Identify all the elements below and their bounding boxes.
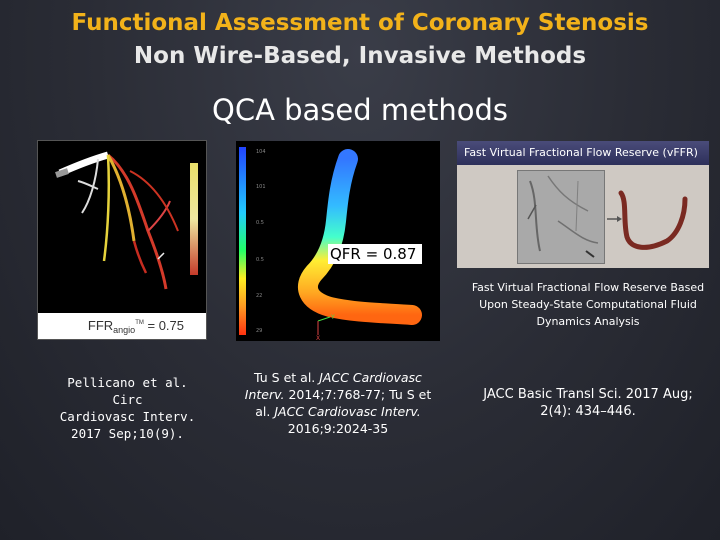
qfr-scale-tick: 104	[256, 149, 266, 155]
vffr-caption-line: Dynamics Analysis	[536, 315, 640, 328]
ffrangio-caption-bar: FFRangioTM = 0.75	[38, 313, 206, 339]
qfr-vessel-render: 104 101 0.5 0.5 22 29 X Y	[239, 147, 422, 342]
qfr-value-label: QFR = 0.87	[328, 244, 423, 264]
reference-line: 2017 Sep;10(9).	[71, 426, 184, 441]
qfr-scale-tick: 0.5	[256, 220, 264, 226]
qfr-image: 104 101 0.5 0.5 22 29 X Y	[236, 141, 440, 342]
qfr-scale-tick: 0.5	[256, 257, 264, 263]
qfr-scale-tick: 101	[256, 184, 266, 190]
vffr-caption-line: Upon Steady-State Computational Fluid	[479, 298, 697, 311]
slide-title: Functional Assessment of Coronary Stenos…	[71, 10, 649, 36]
vffr-vessel-model	[607, 190, 688, 250]
vffr-angio-vessels	[518, 171, 604, 263]
ffrangio-value-label: FFRangioTM = 0.75	[87, 318, 184, 335]
qfr-axis-y: Y	[330, 314, 335, 321]
qfr-scale-tick: 22	[256, 293, 262, 299]
reference-text: Tu S et al.	[254, 370, 320, 385]
vffr-header-text: Fast Virtual Fractional Flow Reserve (vF…	[464, 146, 698, 159]
vffr-caption-line: Fast Virtual Fractional Flow Reserve Bas…	[471, 281, 705, 294]
reference-journal: JACC Cardiovasc Interv.	[244, 370, 422, 402]
vffr-image: Fast Virtual Fractional Flow Reserve (vF…	[457, 141, 709, 268]
reference-text: 2014;7:768-77; Tu S et al.	[255, 387, 432, 419]
reference-line: Cardiovasc Interv.	[59, 409, 196, 424]
reference-line: Pellicano et al. Circ	[67, 375, 188, 407]
ffrangio-image: FFRangioTM = 0.75	[37, 140, 207, 340]
slide-subtitle-line: Non Wire-Based, Invasive Methods	[133, 43, 587, 69]
ffrangio-vessel-tree	[38, 141, 206, 313]
qfr-scale-tick: 29	[256, 328, 262, 334]
reference-line: 2(4): 434–446.	[540, 404, 636, 419]
vffr-caption: Fast Virtual Fractional Flow Reserve Bas…	[460, 279, 716, 330]
reference-jacc-basic: JACC Basic Transl Sci. 2017 Aug; 2(4): 4…	[463, 386, 713, 420]
reference-tu: Tu S et al. JACC Cardiovasc Interv. 2014…	[238, 369, 438, 437]
vffr-header-bar: Fast Virtual Fractional Flow Reserve (vF…	[457, 141, 709, 165]
qfr-axis-x: X	[316, 335, 320, 341]
vffr-angiogram-inset	[517, 170, 605, 264]
reference-pellicano: Pellicano et al. Circ Cardiovasc Interv.…	[55, 374, 200, 442]
reference-journal: JACC Cardiovasc Interv.	[274, 404, 421, 419]
section-heading: QCA based methods	[212, 93, 508, 127]
reference-text: 2016;9:2024-35	[287, 421, 389, 436]
reference-line: JACC Basic Transl Sci. 2017 Aug;	[483, 387, 693, 402]
